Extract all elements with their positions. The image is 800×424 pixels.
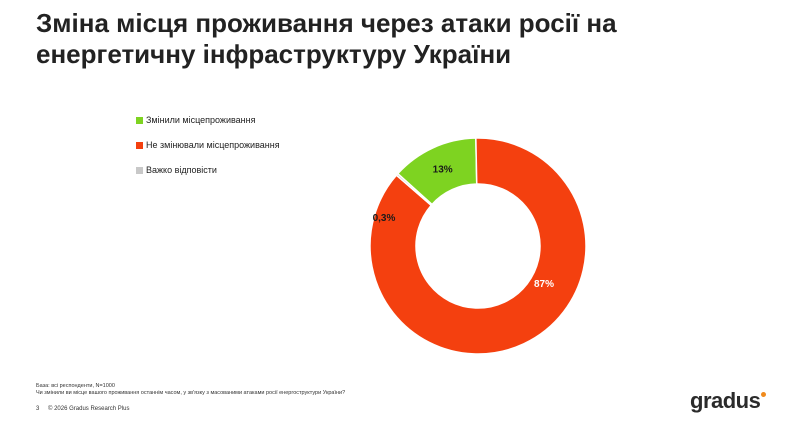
logo-dot-icon	[761, 392, 767, 397]
data-label-moved: 13%	[433, 165, 453, 176]
data-label-hard-to-answer: 0,3%	[373, 213, 396, 224]
legend-label-moved: Змінили місцепроживання	[146, 115, 256, 125]
page-number: 3	[36, 406, 40, 412]
slice-hard-to-answer	[395, 172, 434, 207]
footnote-question: Чи змінили ви місце вашого проживання ос…	[36, 390, 346, 396]
gradus-logo: gradus	[690, 388, 767, 414]
legend-item-hard-to-answer: Важко відповісти	[136, 160, 280, 180]
slice-not-moved	[369, 137, 587, 355]
legend-swatch-hard-to-answer	[136, 166, 143, 174]
chart-legend: Змінили місцепроживання Не змінювали міс…	[136, 110, 280, 185]
legend-label-not-moved: Не змінювали місцепроживання	[146, 140, 280, 150]
footnote-base: База: всі респонденти, N=1000	[36, 383, 115, 389]
legend-item-not-moved: Не змінювали місцепроживання	[136, 135, 280, 155]
legend-swatch-moved	[136, 116, 143, 124]
copyright: © 2026 Gradus Research Plus	[48, 406, 130, 412]
page-title: Зміна місця проживання через атаки росії…	[36, 8, 617, 69]
legend-item-moved: Змінили місцепроживання	[136, 110, 280, 130]
legend-label-hard-to-answer: Важко відповісти	[146, 165, 217, 175]
logo-text: gradus	[690, 388, 761, 413]
data-label-not-moved: 87%	[534, 279, 554, 290]
legend-swatch-not-moved	[136, 141, 143, 149]
